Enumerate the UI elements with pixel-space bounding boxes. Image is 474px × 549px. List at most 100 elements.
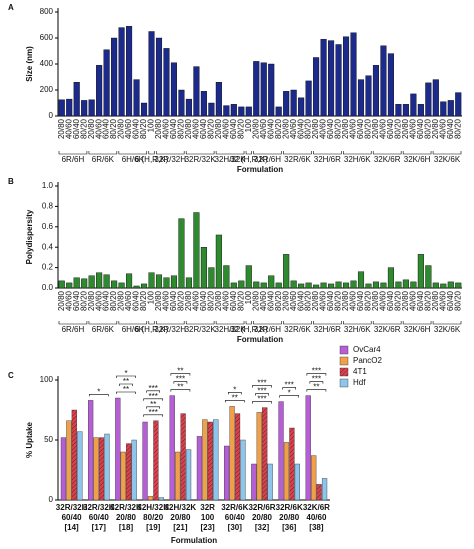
group-label: 32R/6K (284, 325, 311, 334)
bar (410, 93, 417, 117)
bar (230, 282, 237, 289)
bar (73, 277, 80, 289)
group-bracket (58, 151, 88, 155)
bar (118, 27, 125, 117)
bar (200, 91, 207, 117)
bar (140, 102, 148, 117)
significance-label: ** (177, 367, 183, 376)
x-tick-label: 60/40 (266, 290, 275, 311)
x-tick-label: 20/80 (214, 290, 223, 311)
bar (155, 274, 163, 289)
bar (298, 283, 305, 289)
significance-bracket (119, 383, 133, 386)
x-tick-label: 60/40 (446, 290, 455, 311)
significance-label: * (97, 388, 100, 397)
panel-label: A (8, 3, 14, 12)
x-tick-label: 20/80 (371, 290, 380, 311)
bar (213, 419, 219, 501)
bar (440, 101, 447, 117)
x-tick-label: 20/80 (87, 290, 96, 311)
significance-label: *** (257, 395, 266, 404)
bar (155, 37, 163, 117)
x-tick-label: 40/60 (124, 290, 133, 311)
bar (223, 105, 230, 117)
x-tick-label: 32K/6R 40/60 [38] (303, 503, 330, 532)
bar (120, 451, 126, 501)
x-tick-label: 32R/6K 20/80 [36] (276, 503, 303, 532)
group-label: 32K/6K (434, 325, 461, 334)
bar (224, 445, 230, 501)
x-axis-label: Formulation (237, 335, 283, 344)
group-bracket (372, 151, 402, 155)
group-bracket (88, 151, 118, 155)
x-tick-label: 100 (147, 118, 156, 132)
x-tick-label-line: 20/80 (252, 513, 273, 522)
x-tick-label: 80/20 (334, 118, 343, 139)
bar (447, 281, 454, 289)
x-tick-label: 80/20 (236, 118, 245, 139)
bar (81, 100, 88, 117)
bar (380, 45, 387, 117)
x-tick-label: 32R/32H 60/40 [14] (56, 503, 88, 532)
bar (256, 412, 262, 501)
bar (111, 280, 118, 289)
bar (131, 439, 137, 501)
x-tick-label: 40/60 (94, 118, 103, 139)
x-tick-label: 60/40 (356, 290, 365, 311)
bar (417, 254, 424, 289)
x-tick-label: 100 (244, 118, 253, 132)
bar (283, 91, 290, 117)
bar (103, 49, 110, 117)
y-tick-label: 1.0 (42, 181, 54, 190)
significance-label: * (288, 389, 291, 398)
bar (193, 212, 200, 289)
bar (96, 272, 103, 289)
legend-swatch (339, 367, 349, 377)
bar (175, 451, 181, 501)
significance-label: ** (123, 377, 129, 386)
significance-bracket (146, 390, 161, 393)
bar (193, 66, 200, 117)
group-bracket (215, 321, 245, 325)
bar (66, 282, 73, 289)
significance-label: *** (285, 381, 294, 390)
x-tick-label: 20/80 (214, 118, 223, 139)
group-bracket (245, 321, 252, 325)
bar (133, 79, 140, 117)
group-bracket (148, 321, 155, 325)
bar (380, 282, 387, 289)
group-bracket (313, 321, 342, 325)
bar (342, 282, 350, 289)
group-label: 32R/32K (185, 325, 217, 334)
bar (88, 99, 95, 117)
bar (185, 277, 192, 289)
bar (365, 75, 372, 117)
x-tick-label: 80/20 (139, 118, 148, 139)
x-tick-label: 40/60 (379, 118, 388, 139)
bar (170, 62, 178, 117)
bar (223, 265, 230, 289)
bar (283, 254, 290, 289)
x-tick-label: 80/20 (236, 290, 245, 311)
x-tick-label: 32R/6K 60/40 [30] (221, 503, 248, 532)
group-bracket (88, 321, 118, 325)
significance-label: *** (149, 408, 158, 417)
significance-label: ** (123, 385, 129, 394)
x-tick-label: 40/60 (221, 290, 230, 311)
x-tick-label: 40/60 (408, 118, 417, 139)
group-label: 32K/6H (404, 155, 431, 164)
x-tick-label: 60/40 (72, 290, 81, 311)
bar (103, 274, 110, 289)
bar (238, 106, 245, 117)
bar (153, 420, 159, 501)
significance-bracket (252, 385, 272, 388)
x-tick-label: 60/40 (446, 118, 455, 139)
legend-label: 4T1 (353, 367, 367, 376)
bar (88, 275, 95, 289)
x-tick-label-line: 20/80 (116, 513, 137, 522)
bar (229, 406, 235, 501)
x-tick-label: 80/20 (304, 290, 313, 311)
significance-label: *** (257, 387, 266, 396)
bar (118, 282, 125, 289)
x-tick-label: 40/60 (379, 290, 388, 311)
